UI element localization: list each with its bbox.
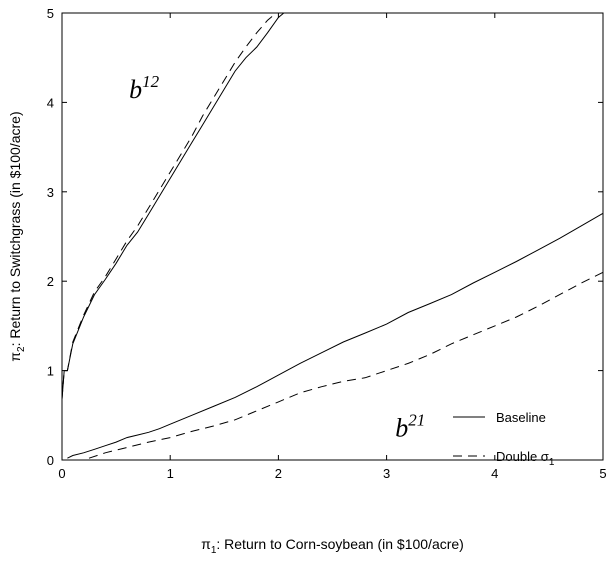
- y-tick-label-4: 4: [47, 95, 54, 110]
- legend-label-double-sigma-subscript: 1: [549, 457, 555, 468]
- x-tick-label-3: 3: [383, 466, 390, 481]
- series-b12-double-sigma: [61, 12, 277, 400]
- x-tick-label-2: 2: [275, 466, 282, 481]
- annotation-b12-base: b: [129, 75, 142, 104]
- annotation-b21: b21: [395, 411, 425, 443]
- x-axis-label-subscript: 1: [211, 545, 217, 556]
- y-axis-label-prefix: π: [7, 352, 23, 362]
- y-axis-label-text: : Return to Switchgrass (in $100/acre): [7, 111, 23, 346]
- x-axis-label-text: : Return to Corn-soybean (in $100/acre): [216, 536, 463, 552]
- series-b21-double-sigma: [88, 271, 604, 459]
- y-tick-label-1: 1: [47, 364, 54, 379]
- y-axis-label-subscript: 2: [16, 346, 27, 352]
- annotation-b21-base: b: [395, 414, 408, 443]
- plot-frame: [61, 12, 604, 461]
- legend: Baseline Double σ1: [453, 410, 555, 468]
- y-tick-label-0: 0: [47, 453, 54, 468]
- annotation-b21-superscript: 21: [408, 411, 425, 430]
- y-tick-label-2: 2: [47, 274, 54, 289]
- series-b21-baseline: [67, 212, 604, 459]
- y-tick-label-5: 5: [47, 6, 54, 21]
- series-layer: [61, 12, 604, 459]
- legend-label-baseline: Baseline: [496, 410, 546, 425]
- series-b12-baseline: [61, 12, 285, 400]
- x-axis-label-prefix: π: [201, 536, 211, 552]
- x-tick-label-0: 0: [58, 466, 65, 481]
- annotation-b12-superscript: 12: [142, 72, 160, 91]
- y-axis-label: π2: Return to Switchgrass (in $100/acre): [7, 111, 27, 361]
- x-axis-label: π1: Return to Corn-soybean (in $100/acre…: [201, 536, 464, 556]
- legend-label-double-sigma: Double σ1: [496, 449, 555, 468]
- x-tick-label-4: 4: [491, 466, 498, 481]
- annotation-b12: b12: [129, 72, 160, 104]
- y-tick-label-3: 3: [47, 185, 54, 200]
- x-tick-label-1: 1: [167, 466, 174, 481]
- legend-label-double-sigma-main: Double σ: [496, 449, 549, 464]
- x-tick-label-5: 5: [599, 466, 606, 481]
